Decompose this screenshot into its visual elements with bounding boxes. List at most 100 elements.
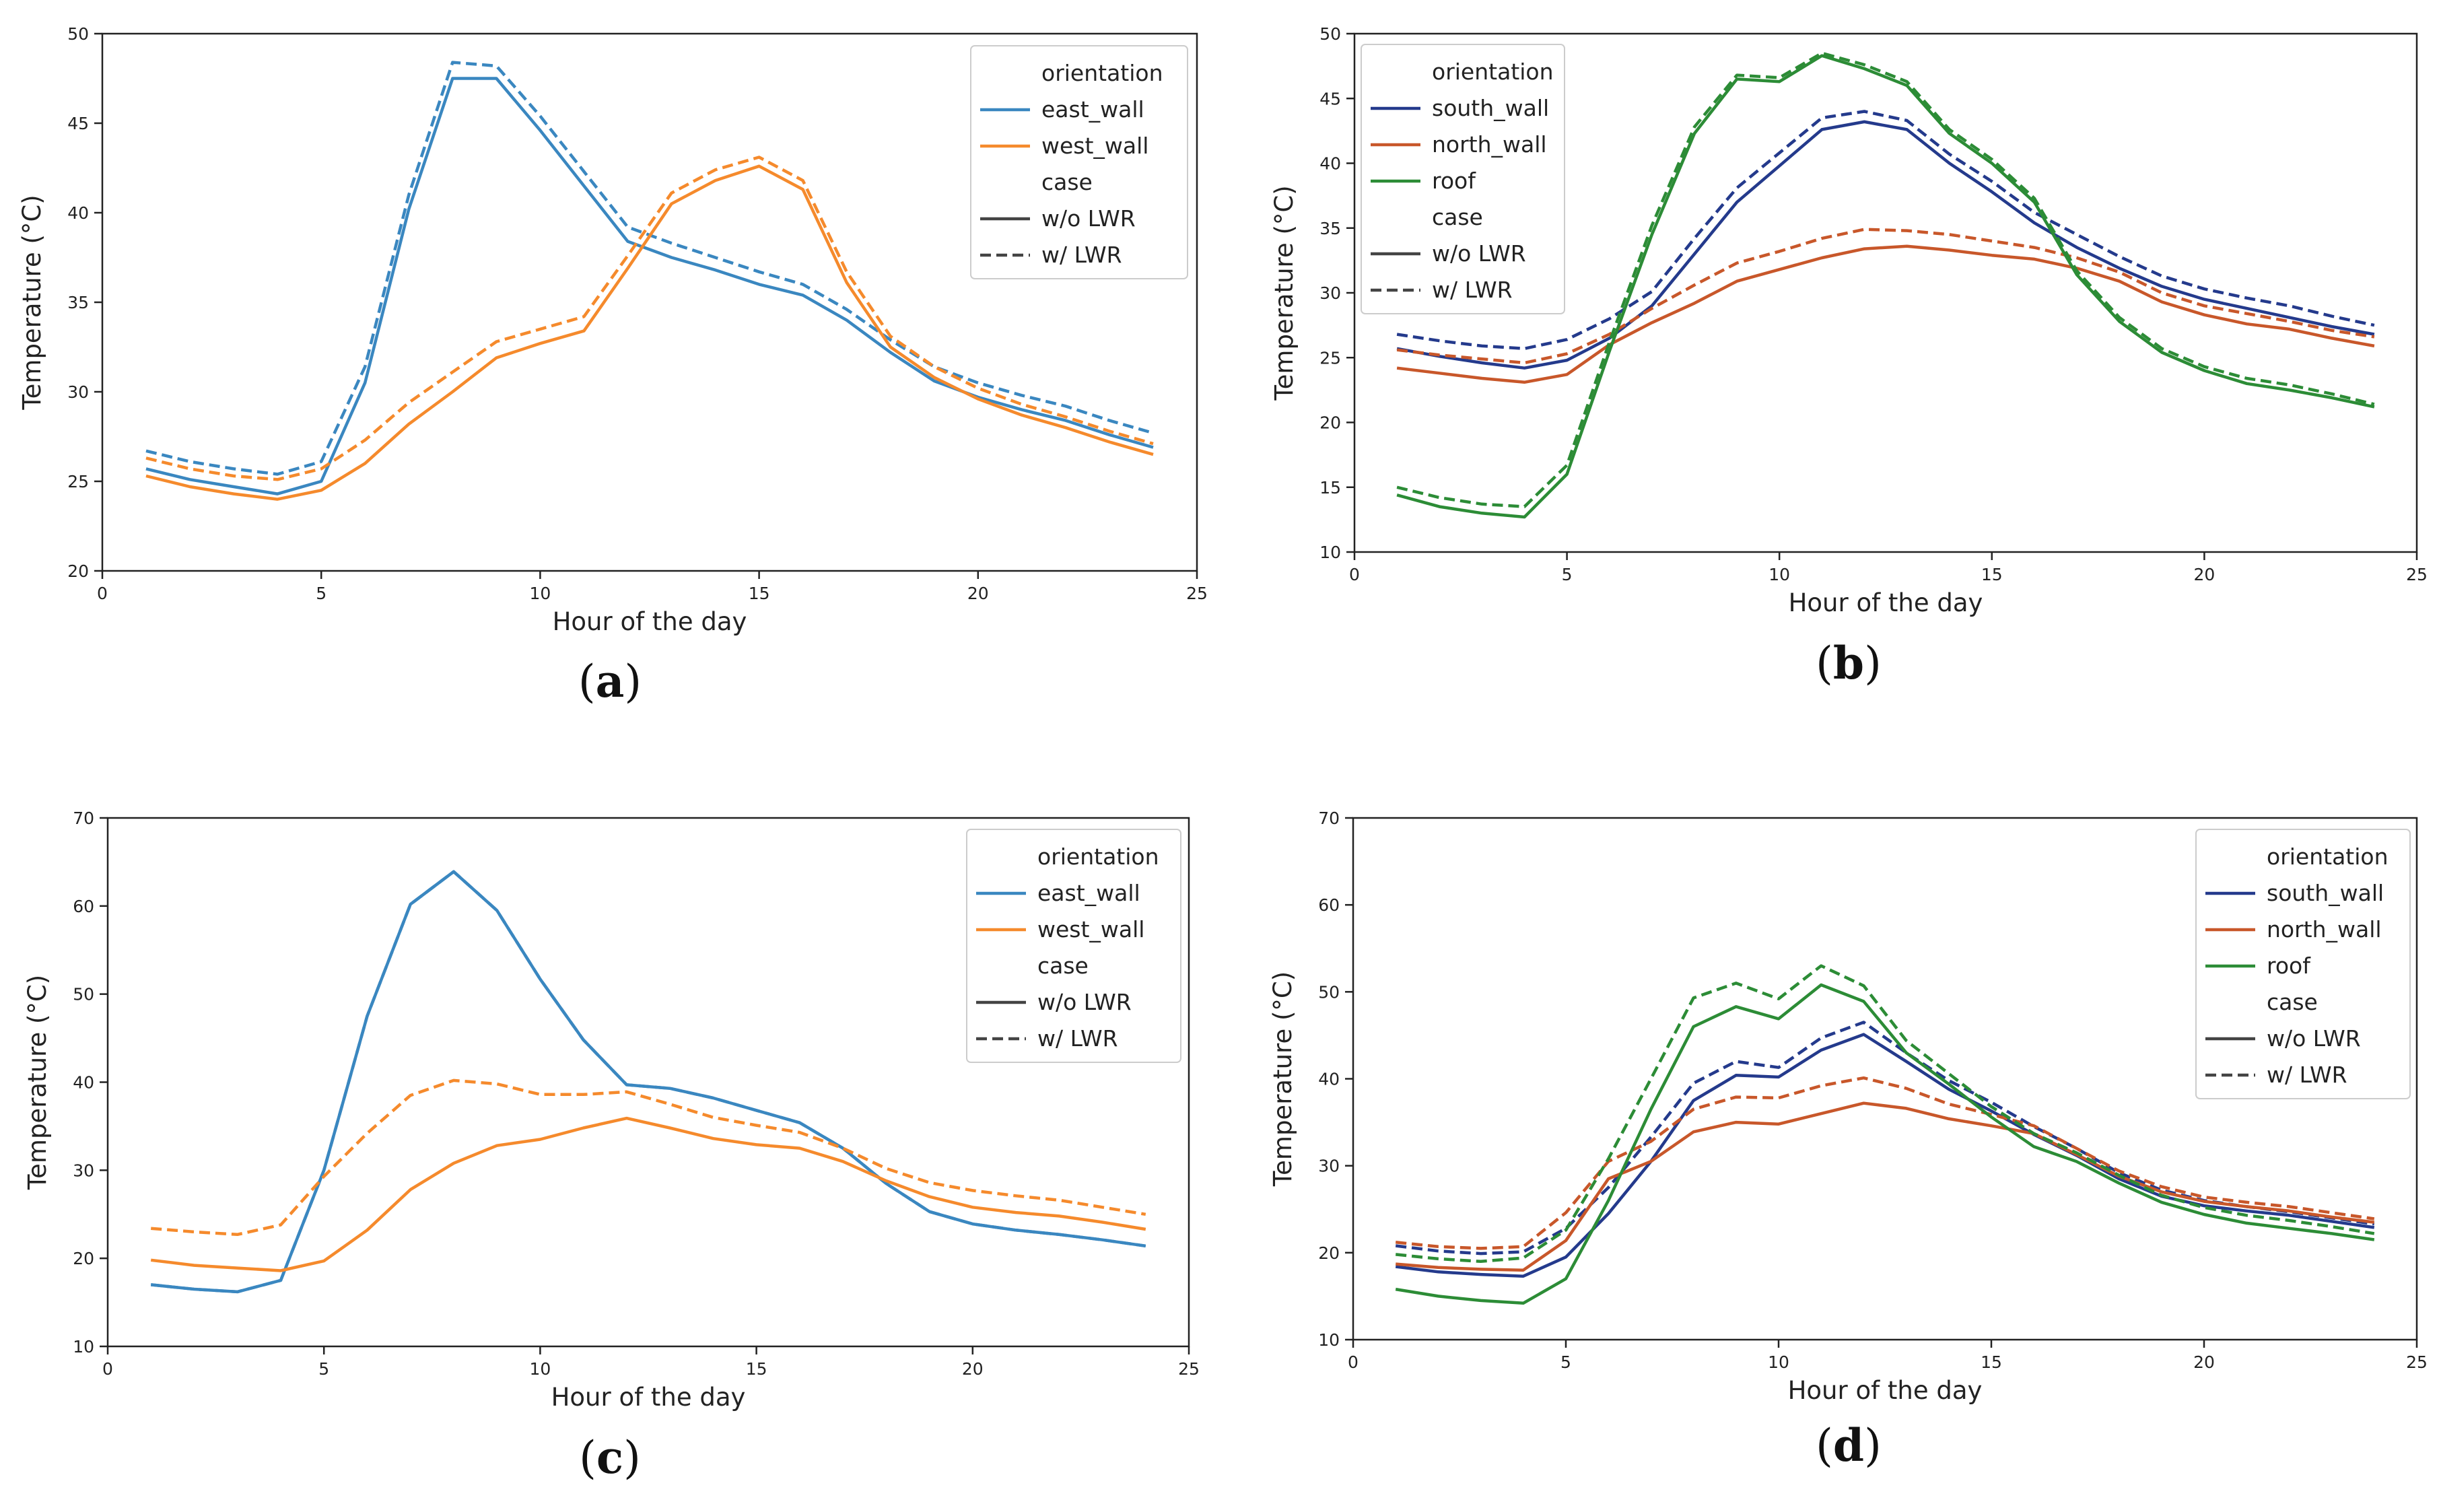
- y-tick-label: 60: [1318, 895, 1340, 915]
- y-tick-label: 20: [73, 1249, 94, 1268]
- y-axis-label: Temperature (°C): [23, 975, 52, 1190]
- legend-entry-label: east_wall: [1037, 880, 1140, 906]
- x-tick-label: 10: [1768, 1352, 1789, 1372]
- legend-section-title: orientation: [1041, 60, 1163, 86]
- x-tick-label: 0: [1348, 1352, 1359, 1372]
- legend-entry-label: w/ LWR: [2267, 1062, 2347, 1088]
- y-tick-label: 50: [67, 24, 89, 44]
- legend-entry-label: east_wall: [1041, 96, 1144, 123]
- panel-label-close: ): [1864, 1420, 1882, 1472]
- panel-label: (c): [579, 1431, 641, 1484]
- legend-entry-label: w/o LWR: [1037, 989, 1132, 1015]
- series-line-roof-without-lwr: [1395, 983, 2375, 1305]
- x-tick-label: 25: [2406, 565, 2428, 584]
- y-tick-label: 50: [1319, 24, 1341, 44]
- panel-c: 0 5 10 15 20 25 10 20 30 40 50 60 70 Hour of the day T…: [23, 809, 1200, 1484]
- x-tick-label: 10: [1768, 565, 1790, 584]
- y-tick-label: 15: [1319, 478, 1341, 497]
- y-axis-label: Temperature (°C): [18, 195, 46, 410]
- legend-entry-label: w/o LWR: [2267, 1025, 2361, 1052]
- y-tick-label: 40: [67, 203, 89, 223]
- legend-entry-label: north_wall: [1432, 131, 1547, 158]
- x-axis-label: Hour of the day: [553, 607, 747, 636]
- legend-entry-label: w/ LWR: [1037, 1025, 1118, 1052]
- series-line-south_wall-without-lwr: [1396, 120, 2375, 370]
- legend-box: [1361, 44, 1565, 314]
- x-tick-label: 10: [529, 1359, 551, 1379]
- panel-label-open: (: [1816, 1420, 1833, 1472]
- x-tick-label: 5: [318, 1359, 329, 1379]
- panel-label-letter: a: [596, 655, 625, 708]
- series-line-north_wall-without-lwr: [1396, 244, 2375, 384]
- panel-label-letter: d: [1833, 1419, 1864, 1472]
- x-tick-label: 10: [529, 584, 551, 603]
- x-tick-label: 15: [1981, 565, 2003, 584]
- series-line-roof-with-lwr: [1396, 51, 2375, 508]
- panel-a: 0 5 10 15 20 25 20 25 30 35 40 45 50 Hour of the day T…: [18, 24, 1208, 708]
- x-tick-label: 20: [962, 1359, 984, 1379]
- legend-entry-label: w/o LWR: [1432, 240, 1526, 267]
- series-line-north_wall-without-lwr: [1396, 1101, 2375, 1272]
- y-tick-label: 45: [1319, 89, 1341, 108]
- series-line-east_wall-with-lwr: [150, 870, 1146, 1294]
- panel-d: 0 5 10 15 20 25 10 20 30 40 50 60 70 Hour of the day T…: [1268, 809, 2428, 1472]
- y-tick-label: 30: [73, 1161, 94, 1180]
- y-tick-label: 20: [1318, 1243, 1340, 1263]
- x-tick-label: 25: [1178, 1359, 1200, 1379]
- y-tick-label: 45: [67, 114, 89, 133]
- x-tick-label: 5: [1562, 565, 1573, 584]
- legend-entry-label: roof: [1432, 168, 1476, 194]
- legend-box: [966, 829, 1181, 1063]
- y-tick-label: 25: [1319, 348, 1341, 368]
- x-axis-label: Hour of the day: [1788, 1376, 1983, 1405]
- y-tick-label: 40: [73, 1073, 94, 1093]
- y-tick-label: 20: [67, 561, 89, 581]
- legend-box: [2195, 829, 2411, 1099]
- y-axis-label: Temperature (°C): [1270, 185, 1299, 401]
- legend-section-title: orientation: [2267, 844, 2389, 870]
- series-line-north_wall-with-lwr: [1396, 228, 2375, 365]
- panel-label-letter: c: [596, 1431, 623, 1484]
- x-tick-label: 20: [967, 584, 989, 603]
- panel-label-close: ): [1864, 638, 1882, 689]
- x-tick-label: 25: [2406, 1352, 2428, 1372]
- x-tick-label: 0: [102, 1359, 113, 1379]
- panel-label-letter: b: [1833, 637, 1864, 689]
- legend-entry-label: south_wall: [2267, 880, 2384, 906]
- legend-entry-label: roof: [2267, 953, 2311, 979]
- series-line-roof-without-lwr: [1396, 54, 2375, 519]
- panel-label: (d): [1816, 1419, 1882, 1472]
- y-tick-label: 10: [1318, 1330, 1340, 1350]
- panel-label-close: ): [624, 656, 642, 708]
- series-line-west_wall-with-lwr: [151, 1078, 1146, 1237]
- y-tick-label: 10: [73, 1337, 94, 1356]
- x-tick-label: 20: [2193, 565, 2215, 584]
- legend-entry-label: west_wall: [1037, 916, 1144, 942]
- y-tick-label: 30: [67, 382, 89, 402]
- legend-entry-label: south_wall: [1432, 95, 1549, 121]
- y-tick-label: 50: [73, 985, 94, 1004]
- y-tick-label: 50: [1318, 982, 1340, 1002]
- panel-label-open: (: [1816, 638, 1833, 689]
- legend-section-title: case: [1037, 953, 1089, 979]
- panel-label-open: (: [579, 1432, 596, 1484]
- series-line-north_wall-with-lwr: [1395, 1076, 2375, 1250]
- series-line-west_wall-without-lwr: [145, 164, 1154, 501]
- x-tick-label: 0: [97, 584, 108, 603]
- y-tick-label: 30: [1318, 1157, 1340, 1176]
- legend-entry-label: north_wall: [2267, 916, 2382, 942]
- legend-section-title: orientation: [1432, 59, 1554, 85]
- panel-label: (b): [1816, 637, 1882, 689]
- x-tick-label: 15: [1981, 1352, 2002, 1372]
- y-axis-label: Temperature (°C): [1268, 971, 1297, 1187]
- y-tick-label: 70: [73, 809, 94, 828]
- legend-entry-label: w/ LWR: [1041, 242, 1122, 268]
- series-line-east_wall-without-lwr: [145, 77, 1154, 495]
- x-tick-label: 5: [316, 584, 327, 603]
- series-line-roof-with-lwr: [1395, 964, 2375, 1264]
- x-tick-label: 20: [2193, 1352, 2215, 1372]
